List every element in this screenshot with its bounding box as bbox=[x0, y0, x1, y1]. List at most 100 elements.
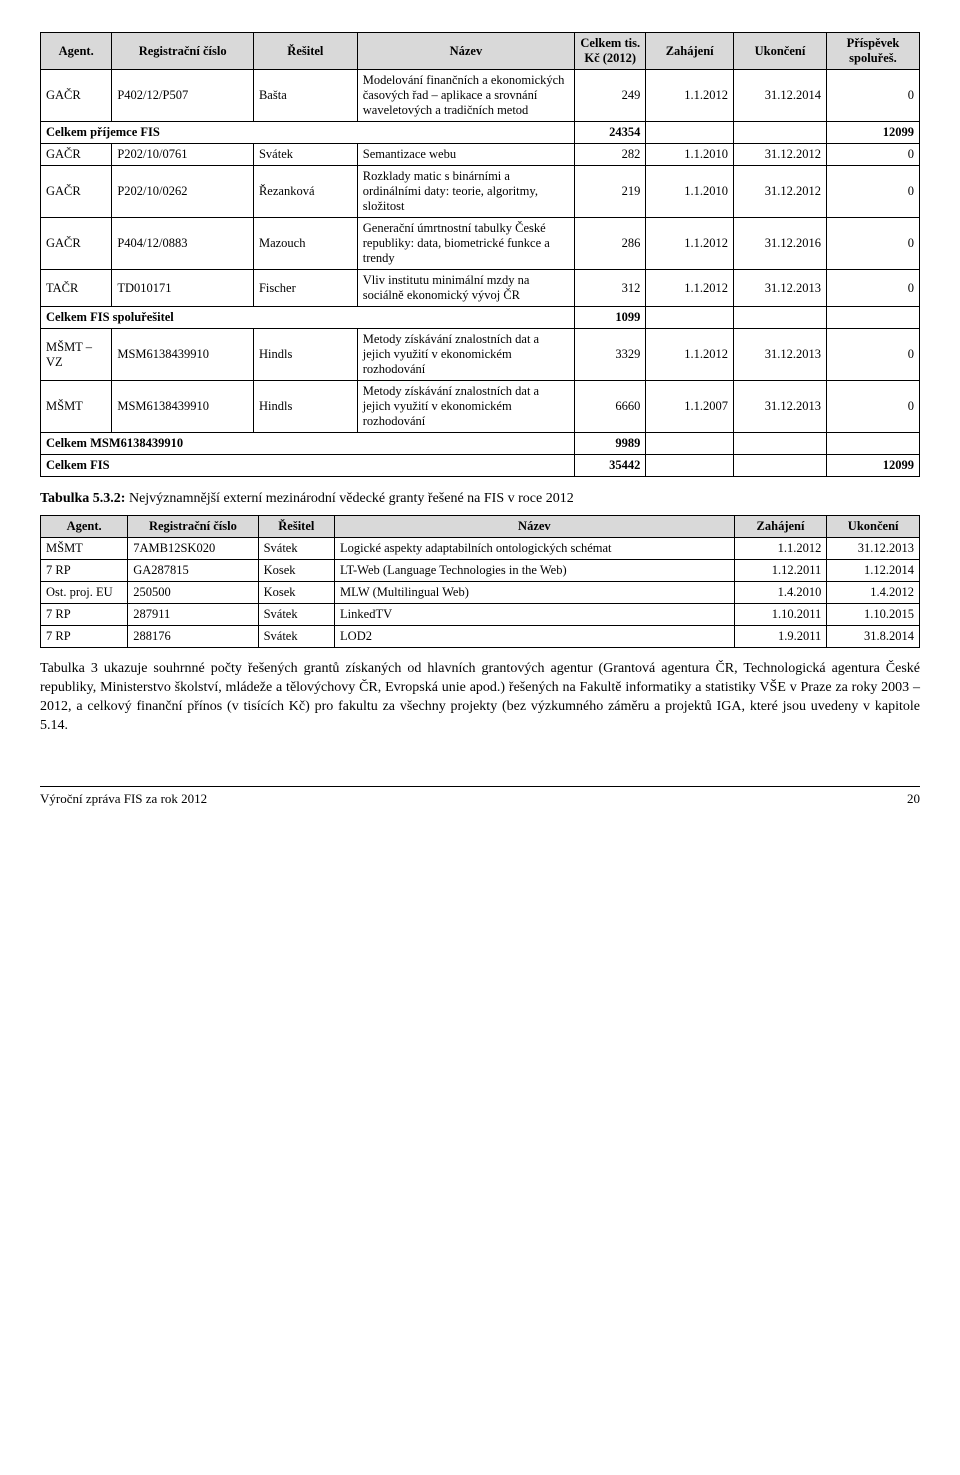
table-cell: 1.1.2012 bbox=[734, 538, 827, 560]
table-cell: 0 bbox=[826, 381, 919, 433]
table-cell bbox=[646, 122, 734, 144]
table-cell: 7 RP bbox=[41, 604, 128, 626]
table-cell: 288176 bbox=[128, 626, 258, 648]
table-cell: MLW (Multilingual Web) bbox=[335, 582, 735, 604]
table-cell: Modelování finančních a ekonomických čas… bbox=[357, 70, 574, 122]
table-cell: 31.12.2013 bbox=[733, 381, 826, 433]
table-cell bbox=[646, 433, 734, 455]
table-cell: 31.12.2013 bbox=[827, 538, 920, 560]
caption2-text: Nejvýznamnější externí mezinárodní vědec… bbox=[129, 491, 574, 506]
table-row: Ost. proj. EU250500KosekMLW (Multilingua… bbox=[41, 582, 920, 604]
table-cell: 312 bbox=[575, 270, 646, 307]
table-cell: 31.12.2014 bbox=[733, 70, 826, 122]
table-cell: 0 bbox=[826, 218, 919, 270]
table-cell: 31.8.2014 bbox=[827, 626, 920, 648]
table-cell: Celkem příjemce FIS bbox=[41, 122, 575, 144]
table-cell: Celkem MSM6138439910 bbox=[41, 433, 575, 455]
table-cell: 0 bbox=[826, 270, 919, 307]
table-cell: 219 bbox=[575, 166, 646, 218]
table-row: Celkem MSM61384399109989 bbox=[41, 433, 920, 455]
table-cell: 1.4.2010 bbox=[734, 582, 827, 604]
table-cell: Logické aspekty adaptabilních ontologick… bbox=[335, 538, 735, 560]
table-cell: 3329 bbox=[575, 329, 646, 381]
table-row: Celkem příjemce FIS2435412099 bbox=[41, 122, 920, 144]
t2-h-agent: Agent. bbox=[41, 516, 128, 538]
t1-h-agent: Agent. bbox=[41, 33, 112, 70]
table-cell: 31.12.2016 bbox=[733, 218, 826, 270]
table-cell: MSM6138439910 bbox=[112, 329, 254, 381]
footer-left: Výroční zpráva FIS za rok 2012 bbox=[40, 791, 207, 807]
t1-h-prisp: Příspěvek spoluřeš. bbox=[826, 33, 919, 70]
table-cell: 1.1.2010 bbox=[646, 166, 734, 218]
table-cell: 1.1.2012 bbox=[646, 218, 734, 270]
table-cell: GAČR bbox=[41, 166, 112, 218]
table-cell: 31.12.2013 bbox=[733, 270, 826, 307]
table-cell: 7 RP bbox=[41, 560, 128, 582]
table-cell: Bašta bbox=[253, 70, 357, 122]
table-cell: 286 bbox=[575, 218, 646, 270]
table-cell: 1.4.2012 bbox=[827, 582, 920, 604]
table-cell: Fischer bbox=[253, 270, 357, 307]
table-cell: 12099 bbox=[826, 455, 919, 477]
table-cell: Vliv institutu minimální mzdy na sociáln… bbox=[357, 270, 574, 307]
table-cell: Svátek bbox=[253, 144, 357, 166]
table-row: GAČRP202/10/0262ŘezankováRozklady matic … bbox=[41, 166, 920, 218]
table-cell bbox=[733, 433, 826, 455]
table-cell: TD010171 bbox=[112, 270, 254, 307]
summary-paragraph: Tabulka 3 ukazuje souhrnné počty řešenýc… bbox=[40, 660, 920, 736]
table-cell: LOD2 bbox=[335, 626, 735, 648]
grants-table-2: Agent. Registrační číslo Řešitel Název Z… bbox=[40, 515, 920, 648]
t2-h-nazev: Název bbox=[335, 516, 735, 538]
table-cell: 12099 bbox=[826, 122, 919, 144]
table-cell: 250500 bbox=[128, 582, 258, 604]
table-cell: LT-Web (Language Technologies in the Web… bbox=[335, 560, 735, 582]
t2-h-uk: Ukončení bbox=[827, 516, 920, 538]
table-row: GAČRP202/10/0761SvátekSemantizace webu28… bbox=[41, 144, 920, 166]
table-cell: 1.1.2012 bbox=[646, 70, 734, 122]
table-cell: Svátek bbox=[258, 604, 334, 626]
table-cell: Hindls bbox=[253, 329, 357, 381]
table-cell: 31.12.2012 bbox=[733, 166, 826, 218]
t2-h-resitel: Řešitel bbox=[258, 516, 334, 538]
table-cell bbox=[733, 455, 826, 477]
table-cell: 9989 bbox=[575, 433, 646, 455]
table-cell: Hindls bbox=[253, 381, 357, 433]
table-cell: MŠMT bbox=[41, 538, 128, 560]
table-cell: Svátek bbox=[258, 626, 334, 648]
table-row: Celkem FIS spoluřešitel1099 bbox=[41, 307, 920, 329]
table-cell bbox=[733, 307, 826, 329]
table-cell: 0 bbox=[826, 144, 919, 166]
table-cell bbox=[646, 307, 734, 329]
table-cell bbox=[826, 307, 919, 329]
table-cell: 1.12.2014 bbox=[827, 560, 920, 582]
table-cell: P202/10/0761 bbox=[112, 144, 254, 166]
table-cell: Celkem FIS bbox=[41, 455, 575, 477]
table-cell: MŠMT bbox=[41, 381, 112, 433]
table-cell: Rozklady matic s binárními a ordinálními… bbox=[357, 166, 574, 218]
table-cell: LinkedTV bbox=[335, 604, 735, 626]
table-cell: 0 bbox=[826, 329, 919, 381]
table-cell: GAČR bbox=[41, 144, 112, 166]
table-cell: 7AMB12SK020 bbox=[128, 538, 258, 560]
table-row: MŠMTMSM6138439910HindlsMetody získávání … bbox=[41, 381, 920, 433]
table-cell: MSM6138439910 bbox=[112, 381, 254, 433]
table-cell: 0 bbox=[826, 166, 919, 218]
table-cell: 0 bbox=[826, 70, 919, 122]
t1-h-celkem: Celkem tis. Kč (2012) bbox=[575, 33, 646, 70]
table-row: GAČRP402/12/P507BaštaModelování finanční… bbox=[41, 70, 920, 122]
table-cell: 31.12.2012 bbox=[733, 144, 826, 166]
t1-h-uk: Ukončení bbox=[733, 33, 826, 70]
table-cell: Celkem FIS spoluřešitel bbox=[41, 307, 575, 329]
table-cell: GAČR bbox=[41, 70, 112, 122]
t2-h-zah: Zahájení bbox=[734, 516, 827, 538]
table-cell: Mazouch bbox=[253, 218, 357, 270]
table-cell: 7 RP bbox=[41, 626, 128, 648]
table-cell: Kosek bbox=[258, 582, 334, 604]
table-row: GAČRP404/12/0883MazouchGenerační úmrtnos… bbox=[41, 218, 920, 270]
t1-h-nazev: Název bbox=[357, 33, 574, 70]
t1-h-reg: Registrační číslo bbox=[112, 33, 254, 70]
table-row: 7 RPGA287815KosekLT-Web (Language Techno… bbox=[41, 560, 920, 582]
table-cell: Semantizace webu bbox=[357, 144, 574, 166]
table-cell: 1099 bbox=[575, 307, 646, 329]
footer-right: 20 bbox=[907, 791, 920, 807]
